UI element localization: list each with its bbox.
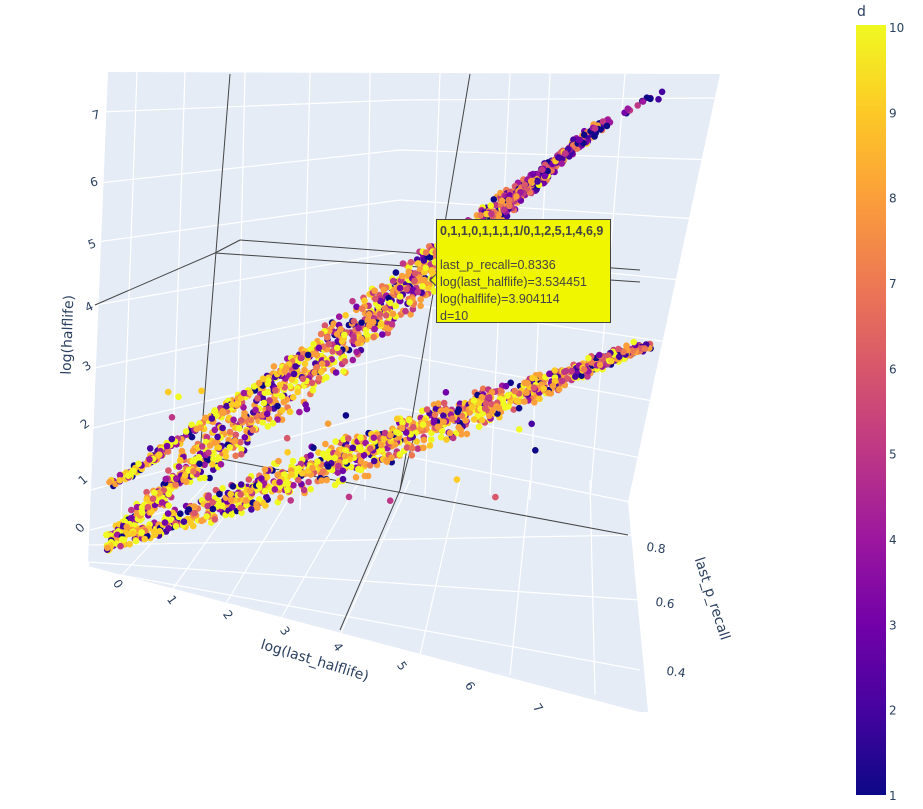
hover-tooltip: 0,1,1,0,1,1,1,1/0,1,2,5,1,4,6,9 last_p_r… bbox=[436, 219, 611, 323]
svg-text:0.4: 0.4 bbox=[666, 664, 687, 681]
svg-text:6: 6 bbox=[462, 679, 478, 693]
svg-text:6: 6 bbox=[88, 174, 99, 190]
tooltip-line-recall: last_p_recall=0.8336 bbox=[440, 258, 556, 272]
svg-text:0: 0 bbox=[110, 577, 126, 591]
svg-text:4: 4 bbox=[889, 533, 897, 547]
svg-text:5: 5 bbox=[86, 236, 98, 252]
y-axis-ticks: 0.8 0.6 0.4 bbox=[646, 540, 687, 681]
svg-text:2: 2 bbox=[220, 608, 236, 622]
colorbar: d 1 2 3 4 5 6 7 8 9 10 bbox=[856, 4, 904, 803]
y-axis-title: last_p_recall bbox=[691, 555, 733, 642]
svg-text:3: 3 bbox=[80, 358, 94, 374]
svg-text:1: 1 bbox=[164, 593, 180, 607]
svg-text:5: 5 bbox=[889, 448, 897, 462]
svg-text:4: 4 bbox=[83, 299, 96, 315]
svg-text:6: 6 bbox=[889, 362, 897, 376]
svg-text:7: 7 bbox=[889, 277, 897, 291]
svg-text:7: 7 bbox=[91, 107, 101, 122]
z-axis-title: log(halflife) bbox=[59, 295, 78, 375]
svg-text:0.8: 0.8 bbox=[646, 540, 667, 557]
svg-text:10: 10 bbox=[889, 21, 904, 35]
svg-text:1: 1 bbox=[76, 472, 91, 488]
svg-text:2: 2 bbox=[889, 704, 897, 718]
tooltip-line-halflife: log(halflife)=3.904114 bbox=[440, 292, 560, 306]
tooltip-line-last-halflife: log(last_halflife)=3.534451 bbox=[440, 275, 587, 289]
svg-text:3: 3 bbox=[889, 618, 897, 632]
floor-plane bbox=[88, 502, 648, 712]
svg-text:d: d bbox=[857, 4, 866, 20]
svg-text:5: 5 bbox=[394, 659, 410, 673]
svg-text:3: 3 bbox=[277, 624, 293, 638]
scatter-points[interactable] bbox=[103, 88, 666, 554]
svg-text:1: 1 bbox=[889, 789, 897, 803]
svg-text:2: 2 bbox=[78, 416, 92, 432]
svg-text:8: 8 bbox=[889, 192, 897, 206]
svg-text:9: 9 bbox=[889, 106, 897, 120]
tooltip-line-d: d=10 bbox=[440, 309, 469, 323]
svg-text:4: 4 bbox=[330, 640, 346, 654]
svg-text:0.6: 0.6 bbox=[655, 595, 676, 612]
svg-text:0: 0 bbox=[72, 520, 87, 535]
x-axis-title: log(last_halflife) bbox=[259, 637, 371, 685]
svg-text:7: 7 bbox=[530, 701, 546, 715]
tooltip-header: 0,1,1,0,1,1,1,1/0,1,2,5,1,4,6,9 bbox=[440, 224, 604, 238]
